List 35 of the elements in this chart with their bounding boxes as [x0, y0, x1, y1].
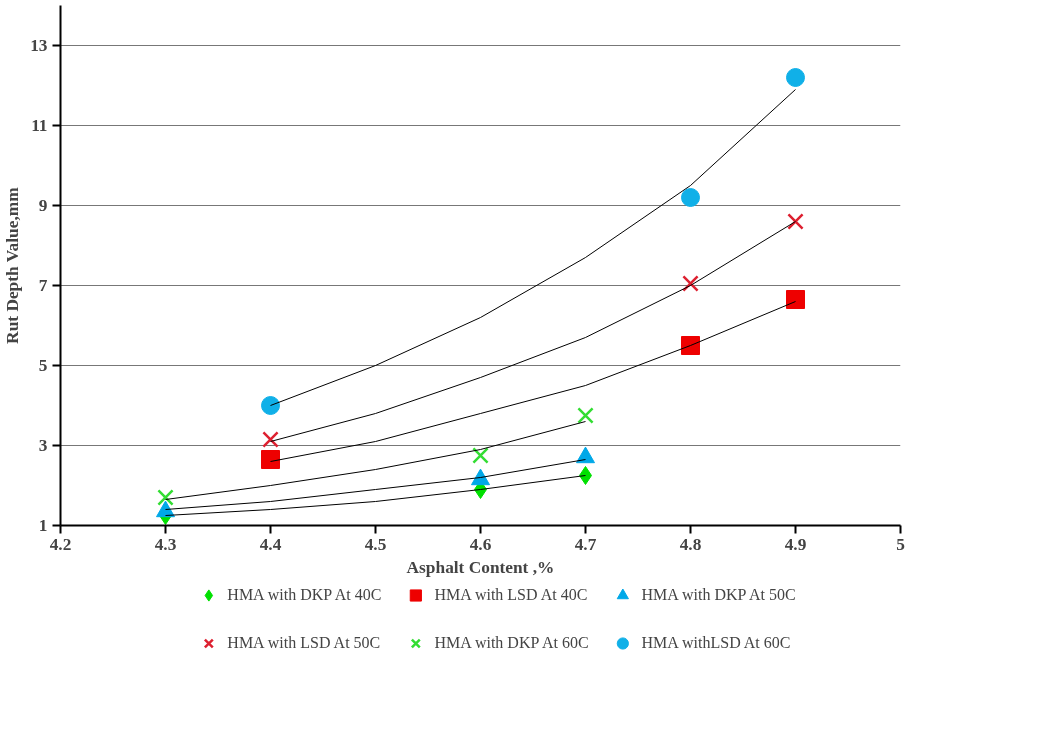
legend-label: HMA with LSD At 50C [227, 634, 381, 652]
point [577, 407, 594, 424]
x-axis-title: Asphalt Content ,% [406, 557, 555, 577]
x-tick-label: 4.9 [784, 534, 807, 554]
x-tick-label: 4.8 [679, 534, 702, 554]
y-axis-title: Rut Depth Value,mm [3, 186, 23, 344]
x-tick-label: 5 [896, 534, 906, 554]
x-tick-label: 4.4 [259, 534, 282, 554]
legend-label: HMA withLSD At 60C [641, 634, 791, 652]
point [786, 290, 805, 309]
point [261, 396, 280, 415]
x-tick-label: 4.7 [574, 534, 597, 554]
y-tick-label: 11 [31, 116, 48, 135]
point [157, 489, 174, 506]
y-tick-label: 9 [38, 196, 48, 215]
point [787, 213, 804, 230]
y-tick-label: 1 [38, 516, 48, 535]
point [681, 336, 700, 355]
legend-label: HMA with DKP At 40C [227, 586, 382, 604]
legend-label: HMA with LSD At 40C [434, 586, 588, 604]
y-tick-label: 7 [38, 276, 48, 295]
legend-label: HMA with DKP At 50C [641, 586, 796, 604]
x-tick-label: 4.2 [49, 534, 72, 554]
point [786, 68, 805, 87]
x-tick-label: 4.5 [364, 534, 387, 554]
point [681, 188, 700, 207]
y-tick-label: 3 [38, 436, 48, 455]
y-tick-label: 13 [30, 36, 48, 55]
x-tick-label: 4.3 [154, 534, 177, 554]
y-tick-label: 5 [38, 356, 48, 375]
line-series [270, 221, 796, 442]
legend-label: HMA with DKP At 60C [434, 634, 589, 652]
point [262, 431, 279, 448]
x-tick-label: 4.6 [469, 534, 492, 554]
point [261, 450, 280, 469]
